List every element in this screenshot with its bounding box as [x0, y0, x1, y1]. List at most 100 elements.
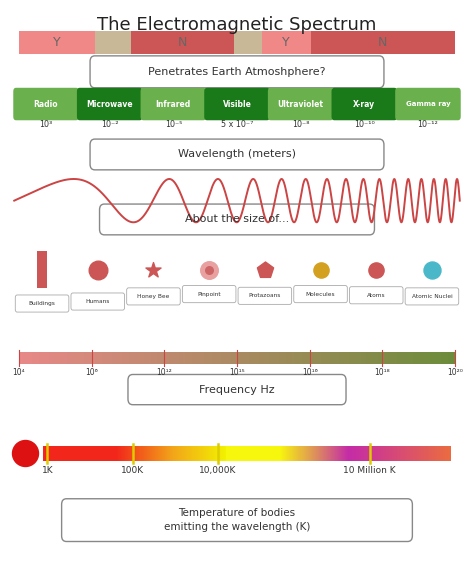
Bar	[29, 352, 31, 364]
Bar	[338, 446, 340, 461]
Bar	[76, 446, 78, 461]
Bar	[316, 446, 317, 461]
Bar	[376, 352, 378, 364]
Text: Y: Y	[53, 36, 61, 49]
Bar	[210, 352, 211, 364]
Bar	[346, 446, 347, 461]
Bar	[423, 446, 424, 461]
Text: Ultraviolet: Ultraviolet	[278, 100, 324, 108]
Bar	[384, 352, 386, 364]
Bar	[217, 446, 219, 461]
Bar	[406, 352, 408, 364]
Bar	[129, 352, 131, 364]
Bar	[265, 446, 266, 461]
Bar	[321, 446, 322, 461]
Bar	[390, 352, 392, 364]
Bar	[286, 446, 288, 461]
FancyBboxPatch shape	[294, 286, 347, 303]
Bar	[225, 446, 227, 461]
Bar	[262, 446, 263, 461]
Bar	[193, 352, 195, 364]
Bar	[301, 446, 302, 461]
Bar	[263, 352, 265, 364]
Bar	[371, 446, 372, 461]
Bar	[182, 352, 184, 364]
Bar	[206, 446, 207, 461]
Bar	[454, 352, 456, 364]
Bar	[407, 352, 409, 364]
Bar	[31, 352, 33, 364]
Bar	[270, 446, 272, 461]
Bar	[443, 352, 446, 364]
Bar	[378, 446, 379, 461]
Bar	[377, 446, 378, 461]
Bar	[203, 446, 204, 461]
Bar	[364, 352, 365, 364]
Bar	[96, 446, 97, 461]
Bar	[349, 446, 351, 461]
Bar	[349, 352, 351, 364]
Bar	[127, 352, 128, 364]
Bar	[333, 352, 335, 364]
Bar	[277, 446, 279, 461]
Bar	[236, 446, 238, 461]
Bar	[410, 446, 411, 461]
Bar	[108, 446, 109, 461]
Bar	[57, 352, 59, 364]
FancyBboxPatch shape	[405, 288, 459, 305]
Bar	[241, 446, 243, 461]
Bar	[25, 352, 27, 364]
Text: 10¹⁶: 10¹⁶	[302, 368, 318, 377]
Bar	[398, 446, 400, 461]
Bar	[306, 446, 307, 461]
Bar	[401, 352, 403, 364]
Bar	[169, 446, 171, 461]
Bar	[401, 446, 402, 461]
Bar	[159, 446, 160, 461]
Text: X-ray: X-ray	[353, 100, 375, 108]
Bar	[161, 446, 163, 461]
Point	[150, 265, 157, 274]
Bar	[248, 446, 250, 461]
Bar	[90, 352, 92, 364]
Bar	[297, 352, 299, 364]
Bar	[310, 446, 312, 461]
Bar	[350, 446, 352, 461]
Bar	[234, 352, 236, 364]
Bar	[380, 446, 382, 461]
Bar	[218, 352, 220, 364]
Bar	[205, 446, 206, 461]
Bar	[192, 446, 194, 461]
Bar	[19, 31, 95, 54]
FancyBboxPatch shape	[182, 286, 236, 303]
Bar	[391, 446, 392, 461]
Bar	[209, 446, 210, 461]
Bar	[378, 352, 380, 364]
Bar	[84, 352, 86, 364]
Bar	[260, 352, 262, 364]
Bar	[112, 352, 114, 364]
Bar	[258, 446, 259, 461]
Bar	[371, 352, 373, 364]
Bar	[232, 446, 234, 461]
Bar	[224, 352, 226, 364]
Bar	[262, 352, 264, 364]
Bar	[259, 446, 260, 461]
Bar	[439, 352, 441, 364]
Bar	[321, 352, 323, 364]
Bar	[414, 352, 416, 364]
Bar	[82, 352, 83, 364]
Bar	[57, 446, 58, 461]
Bar	[195, 446, 197, 461]
Bar	[246, 446, 248, 461]
Bar	[84, 446, 86, 461]
Bar	[112, 446, 113, 461]
Bar	[380, 352, 382, 364]
Bar	[122, 446, 124, 461]
FancyBboxPatch shape	[90, 139, 384, 170]
Text: 10¹⁸: 10¹⁸	[374, 368, 390, 377]
Bar	[381, 446, 383, 461]
Bar	[146, 446, 148, 461]
Bar	[422, 446, 423, 461]
Bar	[381, 352, 383, 364]
